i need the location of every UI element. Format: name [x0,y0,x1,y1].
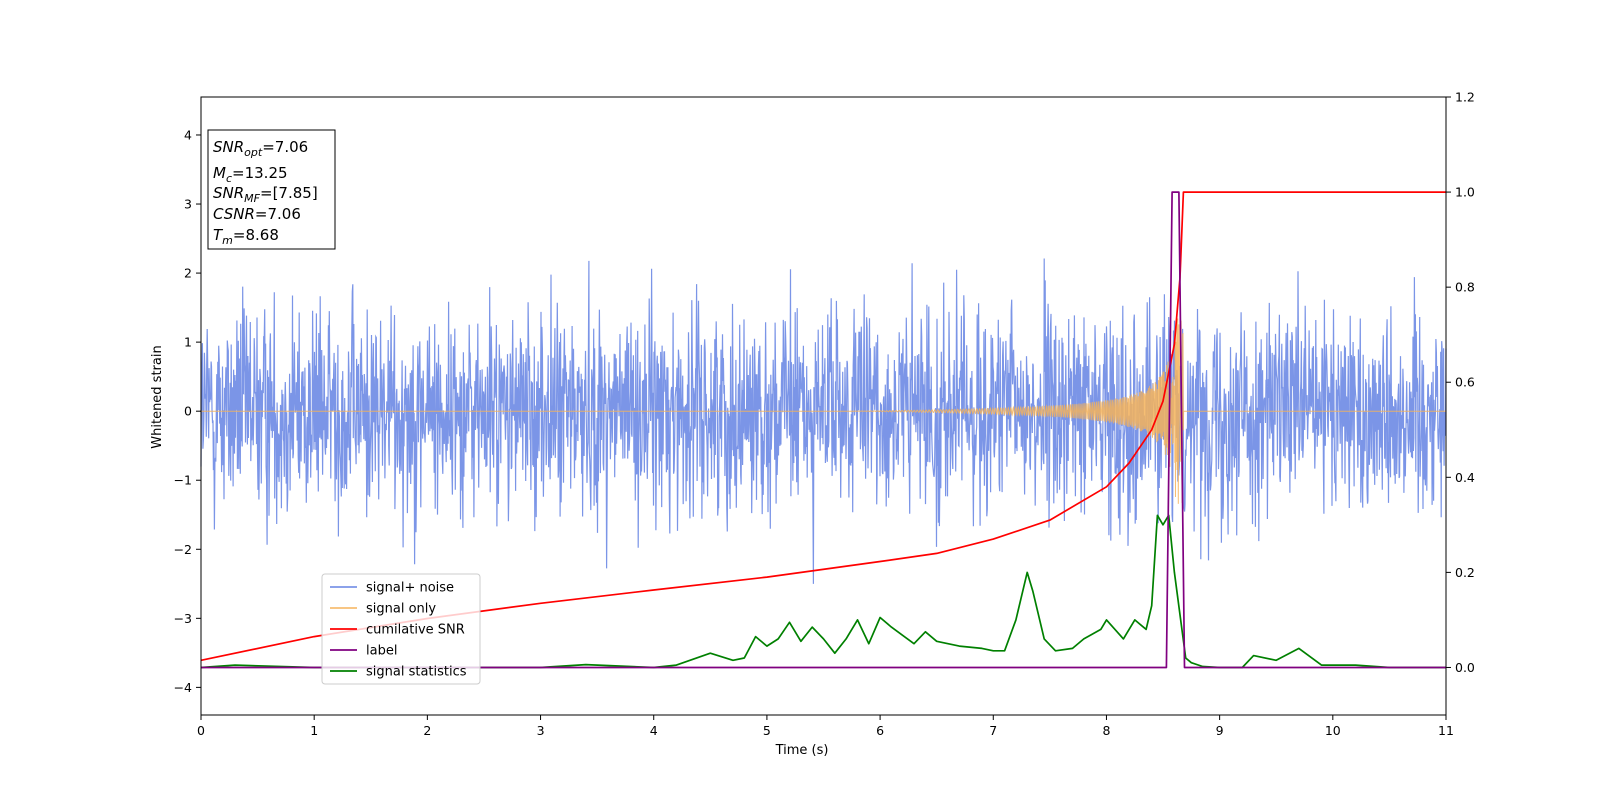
series-line-signal-noise [200,258,1447,584]
legend-label: label [366,644,397,659]
series-line-label [201,191,1446,669]
x-tick-label: 1 [310,723,318,738]
x-tick-label: 2 [423,723,431,738]
series-line-signal-only [201,318,1446,504]
x-tick-label: 4 [650,723,658,738]
x-tick-label: 0 [197,723,205,738]
legend-label: cumilative SNR [366,623,465,638]
y-right-tick-label: 0.0 [1455,660,1475,675]
series-line-signal-statistics [200,514,1446,669]
legend: signal+ noise signal only cumilative SNR la… [321,573,481,685]
x-tick-label: 5 [763,723,771,738]
info-box: SNRopt=7.06 Mc=13.25SNRMF=[7.85]CSNR=7.06… [207,129,336,250]
info-line: SNRMF=[7.85] [213,184,318,205]
x-tick-label: 11 [1438,723,1454,738]
legend-label: signal+ noise [366,581,454,596]
y-right-tick-label: 0.2 [1455,565,1475,580]
axes-frame [200,96,1447,716]
series-line-cumilative-snr [200,191,1446,662]
plot-frame [200,96,1447,716]
y-tick-label: 3 [184,197,192,212]
x-tick-label: 8 [1102,723,1110,738]
y-right-tick-label: 0.4 [1455,470,1475,485]
y-right-tick-label: 1.0 [1455,185,1475,200]
info-line: SNRopt=7.06 [213,138,308,159]
y-axis-label: Whitened strain [150,345,165,448]
y-tick-label: 4 [184,127,192,142]
y-tick-label: 1 [184,335,192,350]
legend-label: signal statistics [366,665,467,680]
x-tick-label: 6 [876,723,884,738]
legend-label: signal only [366,602,436,617]
info-line: Mc=13.25 [213,164,288,185]
x-axis-label: Time (s) [775,743,829,758]
axes-ticks: 0 1 2 3 4 5 6 7 8 9 10 1143210−1−2−3−40.00.20.40.60… [174,90,1475,739]
x-tick-label: 9 [1216,723,1224,738]
y-tick-label: −4 [174,680,192,695]
info-box-frame [207,129,336,250]
y-tick-label: 2 [184,266,192,281]
statistics-series [200,191,1446,669]
legend-frame [321,573,481,685]
x-tick-label: 7 [989,723,997,738]
noise-series [200,258,1447,584]
y-tick-label: −2 [174,542,192,557]
y-tick-label: −1 [174,473,192,488]
y-right-tick-label: 0.6 [1455,375,1475,390]
info-line: CSNR=7.06 [213,205,301,223]
y-tick-label: 0 [184,404,192,419]
y-right-tick-label: 1.2 [1455,90,1475,105]
y-tick-label: −3 [174,611,192,626]
x-tick-label: 10 [1325,723,1341,738]
chirp-series [201,318,1446,504]
x-tick-label: 3 [537,723,545,738]
info-line: Tm=8.68 [213,226,279,247]
y-right-tick-label: 0.8 [1455,280,1475,295]
